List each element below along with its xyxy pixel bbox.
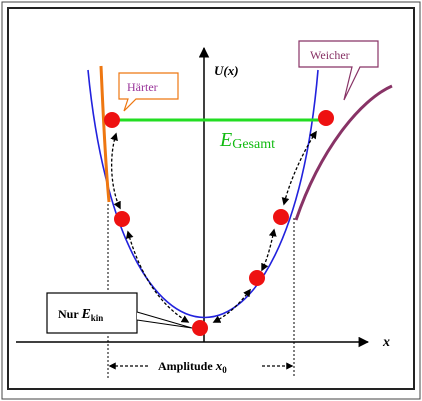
ball-right-middle bbox=[273, 209, 289, 225]
ball-left-middle bbox=[114, 211, 130, 227]
ball-left-top bbox=[104, 112, 120, 128]
motion-arrow-right-upper bbox=[281, 130, 317, 206]
ball-right-lower bbox=[249, 270, 265, 286]
harder-curve bbox=[99, 65, 111, 203]
motion-arrow-left-upper bbox=[110, 132, 121, 210]
softer-curve bbox=[294, 84, 393, 221]
parabola-curve bbox=[87, 69, 319, 319]
softer-callout bbox=[298, 40, 379, 101]
amplitude-label: Amplitude x0 bbox=[158, 358, 227, 375]
harder-label: Härter bbox=[127, 80, 158, 94]
ball-right-top bbox=[318, 110, 334, 126]
harder-callout bbox=[118, 72, 179, 112]
inner-frame bbox=[7, 7, 415, 390]
kinetic-label: Nur Ekin bbox=[58, 307, 103, 323]
y-axis-label: U(x) bbox=[214, 63, 239, 78]
motion-arrow-left-lower bbox=[125, 230, 190, 323]
softer-label: Weicher bbox=[310, 48, 350, 62]
motion-arrow-right-middle bbox=[261, 228, 277, 272]
motion-arrow-right-lower bbox=[212, 288, 251, 323]
total-energy-label: EGesamt bbox=[219, 129, 275, 152]
x-axis-label: x bbox=[382, 335, 390, 350]
ball-bottom bbox=[192, 320, 208, 336]
kinetic-box bbox=[46, 292, 138, 334]
